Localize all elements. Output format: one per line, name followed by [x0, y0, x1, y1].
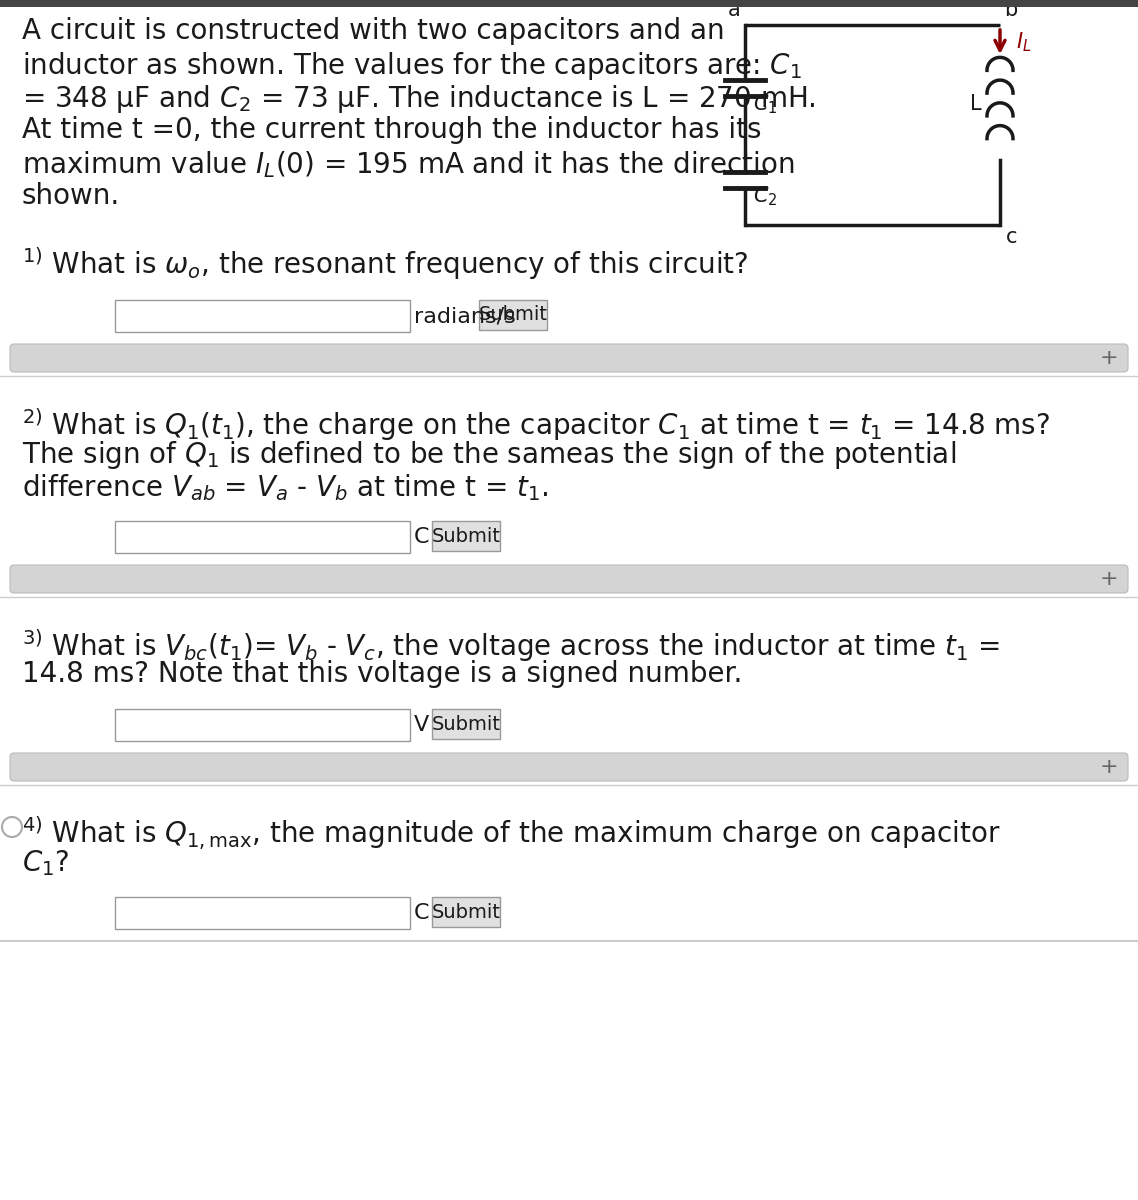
Text: Submit: Submit: [431, 902, 501, 922]
Text: $^{3)}$ What is $V_{bc}(t_1)$= $V_b$ - $V_c$, the voltage across the inductor at: $^{3)}$ What is $V_{bc}(t_1)$= $V_b$ - $…: [22, 626, 1000, 664]
Text: C: C: [414, 527, 429, 547]
Text: radians/s: radians/s: [414, 306, 516, 326]
Bar: [432, 521, 500, 551]
Bar: [115, 709, 410, 740]
Bar: [432, 709, 500, 739]
Text: V: V: [414, 715, 429, 734]
Bar: [0, 0, 1138, 7]
Text: = 348 µF and $C_2$ = 73 µF. The inductance is L = 270 mH.: = 348 µF and $C_2$ = 73 µF. The inductan…: [22, 83, 816, 115]
Text: Submit: Submit: [431, 714, 501, 733]
Text: $I_L$: $I_L$: [1016, 30, 1031, 54]
Text: Submit: Submit: [431, 527, 501, 546]
Text: C: C: [414, 902, 429, 923]
Text: a: a: [728, 0, 741, 20]
Text: Submit: Submit: [478, 306, 547, 324]
Text: At time t =0, the current through the inductor has its: At time t =0, the current through the in…: [22, 116, 761, 144]
Text: +: +: [1099, 569, 1118, 589]
Text: $^{1)}$ What is $\omega_o$, the resonant frequency of this circuit?: $^{1)}$ What is $\omega_o$, the resonant…: [22, 245, 749, 282]
Bar: [432, 898, 500, 926]
Text: $C_1$: $C_1$: [753, 92, 777, 115]
Text: 14.8 ms? Note that this voltage is a signed number.: 14.8 ms? Note that this voltage is a sig…: [22, 660, 742, 688]
Circle shape: [2, 817, 22, 838]
Text: +: +: [1099, 757, 1118, 778]
FancyBboxPatch shape: [10, 754, 1128, 781]
Text: The sign of $Q_1$ is defined to be the sameas the sign of the potential: The sign of $Q_1$ is defined to be the s…: [22, 439, 956, 470]
FancyBboxPatch shape: [10, 565, 1128, 593]
Text: maximum value $I_L$(0) = 195 mA and it has the direction: maximum value $I_L$(0) = 195 mA and it h…: [22, 149, 794, 180]
Text: $C_2$: $C_2$: [753, 184, 777, 208]
Bar: [115, 521, 410, 553]
Bar: [115, 300, 410, 332]
Text: c: c: [1006, 227, 1017, 247]
Bar: [115, 898, 410, 929]
Text: $^{2)}$ What is $Q_1(t_1)$, the charge on the capacitor $C_1$ at time t = $t_1$ : $^{2)}$ What is $Q_1(t_1)$, the charge o…: [22, 406, 1050, 443]
Text: A circuit is constructed with two capacitors and an: A circuit is constructed with two capaci…: [22, 17, 725, 44]
Text: +: +: [1099, 348, 1118, 368]
Bar: [479, 300, 547, 330]
Text: shown.: shown.: [22, 182, 121, 210]
Text: L: L: [971, 95, 982, 114]
Text: $C_1$?: $C_1$?: [22, 848, 69, 878]
Text: inductor as shown. The values for the capacitors are: $C_1$: inductor as shown. The values for the ca…: [22, 50, 802, 82]
Text: $^{4)}$ What is $Q_{1,\mathrm{max}}$, the magnitude of the maximum charge on cap: $^{4)}$ What is $Q_{1,\mathrm{max}}$, th…: [22, 815, 1000, 852]
Text: b: b: [1004, 0, 1017, 20]
FancyBboxPatch shape: [10, 344, 1128, 372]
Text: difference $V_{ab}$ = $V_a$ - $V_b$ at time t = $t_1$.: difference $V_{ab}$ = $V_a$ - $V_b$ at t…: [22, 472, 549, 503]
